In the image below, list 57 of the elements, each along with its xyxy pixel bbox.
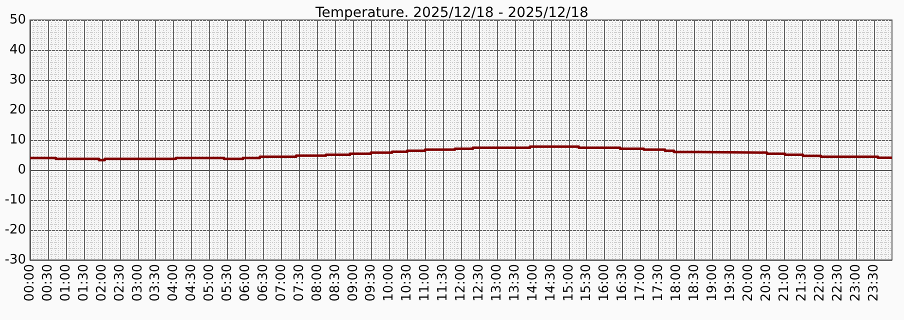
y-tick-label: 40 [9, 42, 26, 58]
x-tick-label: 06:00 [238, 264, 253, 302]
x-tick-label: 02:00 [94, 264, 110, 302]
x-tick-label: 04:30 [184, 264, 200, 302]
x-tick-label: 01:30 [76, 264, 92, 302]
x-tick-label: 05:30 [220, 264, 236, 302]
x-tick-label: 15:30 [579, 264, 594, 302]
x-tick-label: 17:00 [633, 264, 648, 302]
x-tick-label: 11:00 [418, 264, 433, 302]
x-tick-label: 02:30 [112, 264, 128, 302]
x-tick-label: 23:00 [848, 264, 864, 302]
x-tick-label: 06:30 [256, 264, 271, 302]
x-tick-label: 18:30 [686, 264, 702, 302]
x-tick-label: 15:00 [561, 264, 576, 302]
x-tick-label: 19:30 [722, 264, 738, 302]
x-tick-label: 07:30 [292, 264, 307, 302]
x-tick-label: 16:00 [597, 264, 612, 302]
x-tick-label: 04:00 [166, 264, 182, 302]
x-tick-label: 10:00 [382, 264, 397, 302]
x-tick-label: 10:30 [400, 264, 415, 302]
x-tick-label: 00:30 [40, 264, 56, 302]
x-tick-label: 21:00 [776, 264, 792, 302]
x-tick-label: 22:00 [812, 264, 828, 302]
x-tick-label: 08:30 [328, 264, 343, 302]
y-tick-label: 10 [9, 132, 26, 148]
y-tick-label: 20 [9, 102, 26, 118]
y-tick-label: 0 [18, 162, 26, 178]
x-tick-label: 16:30 [615, 264, 630, 302]
x-tick-label: 23:30 [866, 264, 882, 302]
x-tick-label: 12:30 [471, 264, 486, 302]
x-tick-label: 12:00 [454, 264, 468, 302]
x-tick-label: 20:30 [758, 264, 774, 302]
y-tick-label: 50 [9, 12, 26, 28]
x-tick-label: 14:00 [525, 264, 540, 302]
x-tick-label: 00:00 [22, 264, 38, 302]
x-tick-label: 08:00 [310, 264, 325, 302]
y-tick-label: -20 [4, 222, 26, 238]
x-tick-label: 14:30 [543, 264, 558, 302]
x-tick-label: 11:30 [436, 264, 451, 302]
x-tick-label: 19:00 [704, 264, 720, 302]
x-tick-label: 21:30 [794, 264, 810, 302]
x-tick-label: 13:00 [489, 264, 504, 302]
x-tick-label: 20:00 [740, 264, 756, 302]
x-tick-label: 05:00 [202, 264, 218, 302]
x-tick-label: 01:00 [58, 264, 74, 302]
x-tick-label: 03:00 [130, 264, 146, 302]
x-tick-label: 17:30 [651, 264, 666, 302]
y-tick-label: 30 [9, 72, 26, 88]
chart-title: Temperature. 2025/12/18 - 2025/12/18 [314, 5, 588, 21]
x-tick-label: 18:00 [669, 264, 684, 302]
y-tick-label: -10 [4, 192, 26, 208]
x-tick-label: 22:30 [830, 264, 846, 302]
x-tick-label: 09:30 [364, 264, 379, 302]
x-tick-label: 03:30 [148, 264, 164, 302]
x-tick-label: 07:00 [274, 264, 289, 302]
x-tick-label: 09:00 [346, 264, 361, 302]
x-tick-label: 13:30 [507, 264, 522, 302]
